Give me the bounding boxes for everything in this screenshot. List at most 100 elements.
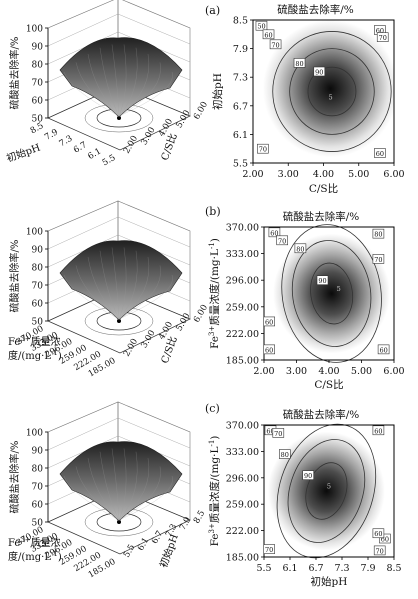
wall-grid	[117, 417, 191, 449]
y-tick-label: 8.5	[233, 16, 248, 27]
x-tick-label: 7.9	[360, 563, 375, 574]
floor-optimum-point	[117, 319, 121, 323]
contour-fill	[264, 227, 394, 360]
surface-mesh	[111, 44, 120, 117]
wall-grid	[47, 435, 119, 469]
contour-tag-label: 80	[295, 60, 303, 68]
contour-tag-label: 90	[318, 277, 326, 285]
wall-grid	[47, 234, 119, 268]
surface-mesh	[118, 274, 173, 320]
contour-tag-label: 60	[376, 27, 384, 35]
panel-label: (c)	[205, 402, 220, 415]
response-surface	[59, 240, 183, 321]
contour-tag-label: 60	[381, 536, 389, 544]
y-axis-title-part: 3+	[208, 326, 216, 336]
y-tick-label: 259.00	[226, 500, 259, 511]
z-axis-title: 硫酸盐去除率/%	[8, 240, 21, 313]
surface-mesh	[118, 256, 149, 320]
contour-tag-box	[373, 545, 386, 556]
surface-mesh	[111, 247, 120, 320]
contour-tag-box	[302, 470, 315, 480]
right-axis-tick-label: 6.00	[192, 100, 210, 121]
floor-optimum-point	[117, 116, 121, 120]
left-axis-title-part: 3+	[20, 536, 30, 544]
left-axis-title-part: 度/(mg·L	[8, 349, 51, 362]
x-tick-label: 5.00	[351, 366, 372, 377]
contour-tag-box	[294, 243, 307, 254]
contour-tag-label: 80	[374, 231, 382, 239]
surface-mesh	[118, 457, 149, 521]
surface-mesh	[63, 71, 120, 117]
wall-grid	[47, 13, 119, 47]
y-axis-title: 初始pH	[211, 73, 224, 110]
right-axis-tick-label: 2.00	[122, 134, 140, 155]
contour-title: 硫酸盐去除率/%	[277, 3, 354, 16]
y-tick-label: 296.00	[226, 276, 259, 287]
z-tick-label: 80	[32, 465, 44, 475]
contour-tag-label: 60	[264, 31, 272, 39]
y-tick-label: 185.00	[226, 553, 259, 564]
x-tick-label: 8.5	[386, 563, 401, 574]
x-tick-label: 5.5	[256, 563, 271, 574]
y-tick-label: 222.00	[226, 329, 259, 340]
z-tick-label: 60	[32, 97, 44, 107]
contour-tag-label: 60	[379, 346, 387, 354]
left-axis-title-part: Fe	[8, 337, 20, 348]
response-surface	[59, 441, 183, 522]
left-axis-title-part: 度/(mg·L	[8, 550, 51, 563]
z-tick-label: 70	[32, 282, 44, 292]
contour-tag-label: 50	[257, 23, 265, 31]
z-tick-label: 70	[32, 483, 44, 493]
y-tick-label: 296.00	[226, 473, 259, 484]
contour-tag-box	[372, 425, 385, 436]
optimum-point: 5	[328, 93, 332, 101]
surface-mesh	[118, 451, 138, 521]
contour-tag-label: 70	[271, 41, 279, 49]
surface-plot-c: 5060708090100硫酸盐去除率/%370.00333.00296.002…	[8, 401, 207, 580]
surface-mesh	[75, 62, 120, 117]
z-tick-label: 100	[26, 228, 43, 238]
wall-grid	[117, 216, 191, 248]
contour-title: 硫酸盐去除率/%	[283, 408, 360, 421]
right-axis-tick-label: 2.00	[122, 337, 140, 358]
wall-grid	[117, 13, 191, 45]
x-tick-label: 7.3	[334, 563, 349, 574]
right-axis-tick-label: 7.9	[178, 516, 193, 533]
surface-mesh	[118, 265, 161, 320]
x-tick-label: 6.00	[383, 169, 404, 180]
right-axis-tick-label: 5.5	[122, 543, 137, 560]
z-tick-label: 80	[32, 264, 44, 274]
x-tick-label: 4.00	[318, 366, 339, 377]
contour-tag-box	[278, 449, 291, 459]
z-tick-label: 90	[32, 246, 44, 256]
x-axis-title: C/S比	[309, 182, 338, 195]
surface-mesh	[99, 451, 120, 521]
z-tick-label: 90	[32, 447, 44, 457]
surface-mesh	[118, 71, 173, 117]
surface-mesh	[118, 247, 127, 320]
right-axis-tick-label: 3.00	[139, 126, 157, 147]
contour-fill	[264, 425, 394, 557]
surface-plot-b: 5060708090100硫酸盐去除率/%370.00333.00296.002…	[8, 200, 210, 379]
surface-mesh	[118, 448, 127, 521]
surface-mesh	[87, 53, 120, 117]
surface-mesh	[75, 265, 120, 320]
y-tick-label: 222.00	[226, 526, 259, 537]
contour-tag-label: 70	[374, 256, 382, 264]
left-axis-title-line2: 度/(mg·L-1)	[8, 349, 62, 362]
wall-grid	[47, 31, 119, 65]
left-axis-title-part: -1	[51, 550, 58, 558]
z-tick-label: 60	[32, 300, 44, 310]
contour-tag-box	[255, 20, 268, 31]
surface-mesh	[63, 274, 120, 320]
contour-tag-label: 70	[379, 34, 387, 42]
floor-optimum-point	[117, 520, 121, 524]
panel-label: (b)	[205, 205, 221, 218]
contour-tag-box	[262, 29, 275, 40]
contour-level-80	[291, 240, 372, 347]
z-tick-label: 60	[32, 501, 44, 511]
contour-tag-label: 60	[266, 427, 274, 435]
z-tick-label: 50	[32, 519, 44, 529]
